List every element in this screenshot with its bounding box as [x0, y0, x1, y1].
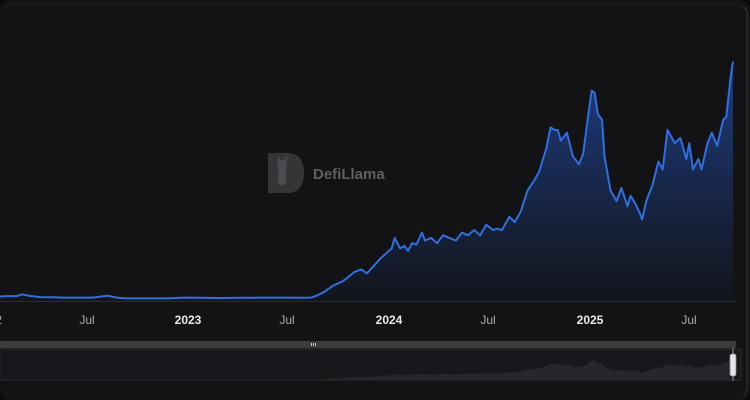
x-tick-label: Jul: [279, 313, 294, 327]
x-tick-label: 2023: [175, 313, 202, 327]
x-tick-label: 2: [0, 313, 2, 327]
grip-icon[interactable]: [311, 343, 316, 346]
series-line[interactable]: [0, 61, 734, 300]
x-tick-label: Jul: [681, 313, 696, 327]
plot-area: [0, 61, 736, 302]
x-tick-label: 2025: [577, 313, 604, 327]
x-axis: 2 Jul 2023 Jul 2024 Jul 2025 Jul: [0, 313, 697, 327]
range-selector-preview: [0, 357, 730, 380]
x-tick-label: Jul: [480, 313, 495, 327]
x-tick-label: 2024: [376, 313, 403, 327]
range-selector[interactable]: [0, 341, 742, 381]
series-area: [0, 61, 733, 302]
watermark: DefiLlama: [268, 153, 385, 193]
watermark-text: DefiLlama: [313, 166, 385, 183]
x-tick-label: Jul: [79, 313, 94, 327]
range-selector-bar[interactable]: [0, 341, 736, 348]
panel-border: [0, 4, 748, 398]
resize-handle-icon[interactable]: [729, 348, 737, 381]
llama-logo-icon: [268, 153, 304, 193]
